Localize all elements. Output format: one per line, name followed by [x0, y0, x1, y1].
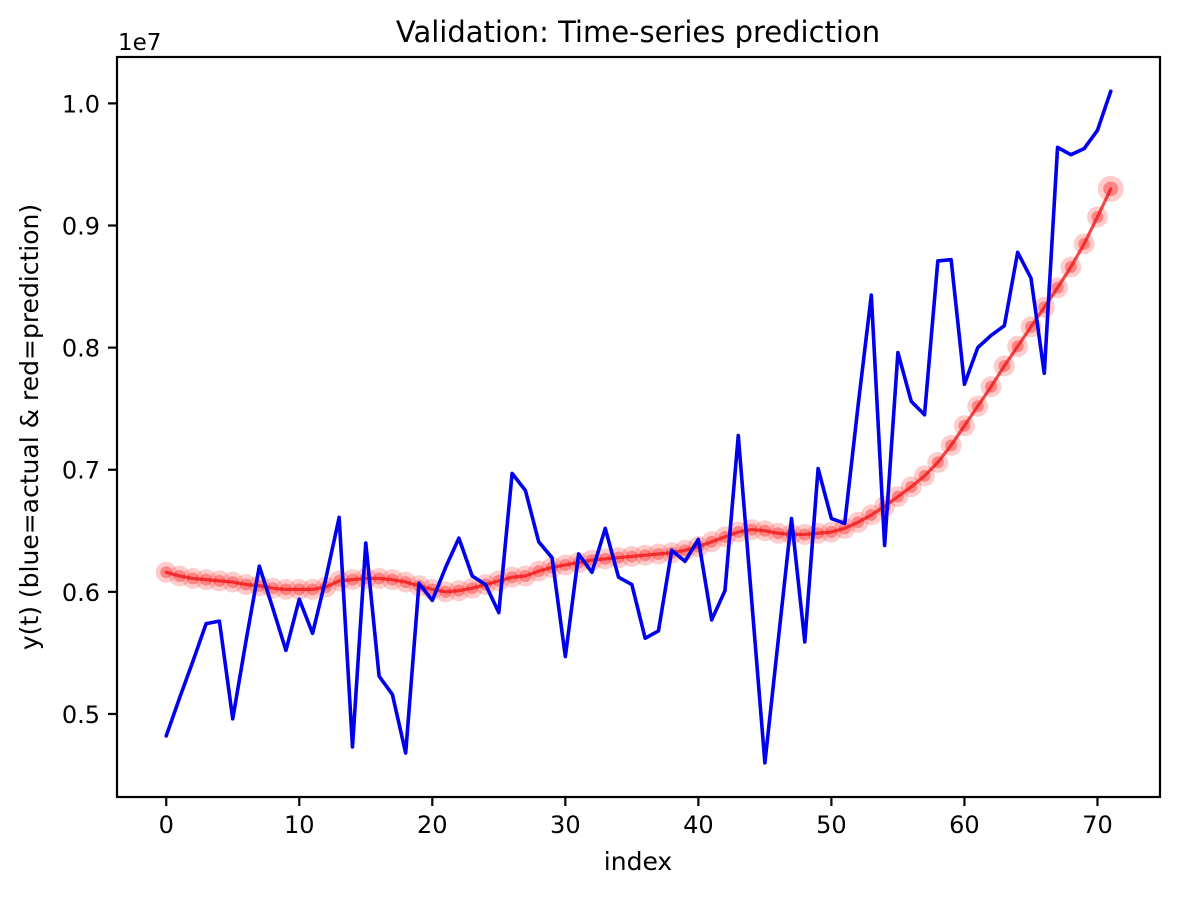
x-tick-label: 50 [816, 811, 847, 839]
series-layer [155, 89, 1124, 765]
x-axis-label: index [604, 847, 672, 876]
axes-frame [115, 55, 1162, 799]
x-tick-label: 40 [683, 811, 714, 839]
x-tick-label: 70 [1082, 811, 1113, 839]
ticks-layer: 0 10 20 30 40 50 60 70 0.5 0.6 0.7 0.8 0.9 1.0 [62, 90, 1113, 839]
x-tick-label: 30 [550, 811, 581, 839]
actual-series-line [164, 89, 1113, 765]
y-tick-label: 0.6 [62, 579, 100, 607]
y-tick-label: 0.7 [62, 457, 100, 485]
chart-title: Validation: Time-series prediction [396, 15, 880, 49]
y-axis-label: y(t) (blue=actual & red=prediction) [15, 204, 44, 650]
y-tick-label: 1.0 [62, 90, 100, 118]
y-tick-label: 0.8 [62, 335, 100, 363]
y-tick-label: 0.5 [62, 701, 100, 729]
x-tick-label: 60 [949, 811, 980, 839]
y-tick-label: 0.9 [62, 213, 100, 241]
x-tick-label: 20 [417, 811, 448, 839]
x-tick-label: 10 [284, 811, 315, 839]
y-axis-offset-text: 1e7 [118, 30, 161, 56]
x-tick-label: 0 [159, 811, 174, 839]
